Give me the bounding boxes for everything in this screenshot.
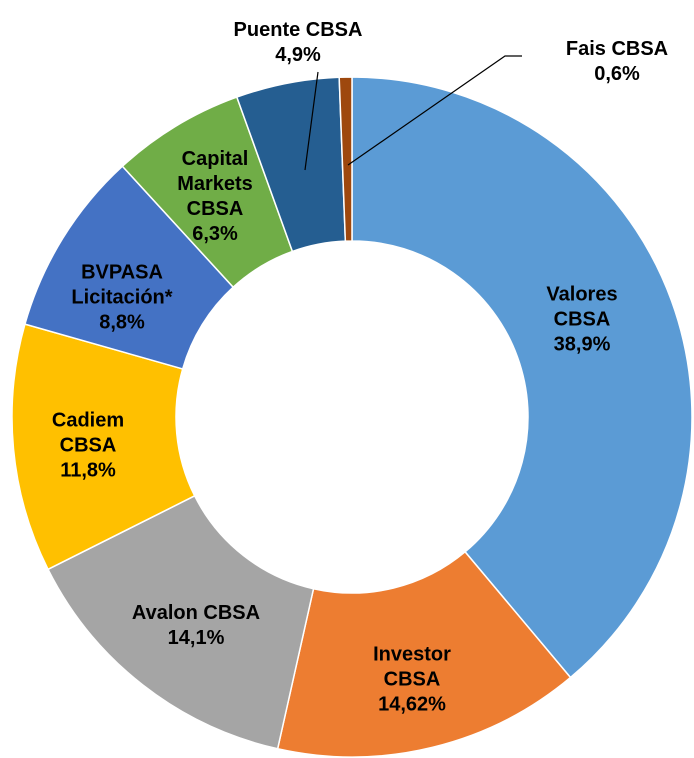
leader-line xyxy=(304,71,319,171)
slice xyxy=(276,550,572,758)
value-label: 8,8% xyxy=(99,311,145,334)
category-label: Capital Markets CBSA xyxy=(177,148,253,220)
slice-label: Avalon CBSA 14,1% xyxy=(96,601,296,651)
slice-label: Capital Markets CBSA 6,3% xyxy=(165,147,265,247)
slice-label: Investor CBSA 14,62% xyxy=(352,643,472,718)
slice-label: Valores CBSA 38,9% xyxy=(522,283,642,358)
slice-label: BVPASA Licitación* 8,8% xyxy=(57,261,187,336)
value-label: 14,62% xyxy=(378,693,446,716)
category-label: Fais CBSA xyxy=(565,38,669,60)
value-label: 4,9% xyxy=(275,44,321,66)
category-label: Investor CBSA xyxy=(373,643,451,691)
slice xyxy=(47,494,315,750)
slice xyxy=(351,76,693,679)
value-label: 0,6% xyxy=(594,63,640,85)
slice-label: Fais CBSA 0,6% xyxy=(517,37,694,87)
value-label: 11,8% xyxy=(60,459,116,482)
leader-line xyxy=(347,55,522,166)
slice xyxy=(11,323,196,571)
slice xyxy=(338,76,353,242)
slice-label: Puente CBSA 4,9% xyxy=(198,18,398,68)
category-label: Puente CBSA xyxy=(233,19,363,41)
value-label: 14,1% xyxy=(167,627,225,649)
slices xyxy=(11,76,693,758)
category-label: Avalon CBSA xyxy=(131,602,261,624)
value-label: 6,3% xyxy=(192,223,238,245)
category-label: BVPASA Licitación* xyxy=(71,261,173,309)
category-label: Valores CBSA xyxy=(546,283,618,331)
slice-label: Cadiem CBSA 11,8% xyxy=(28,409,148,484)
category-label: Cadiem CBSA xyxy=(51,409,125,457)
value-label: 38,9% xyxy=(553,333,611,356)
